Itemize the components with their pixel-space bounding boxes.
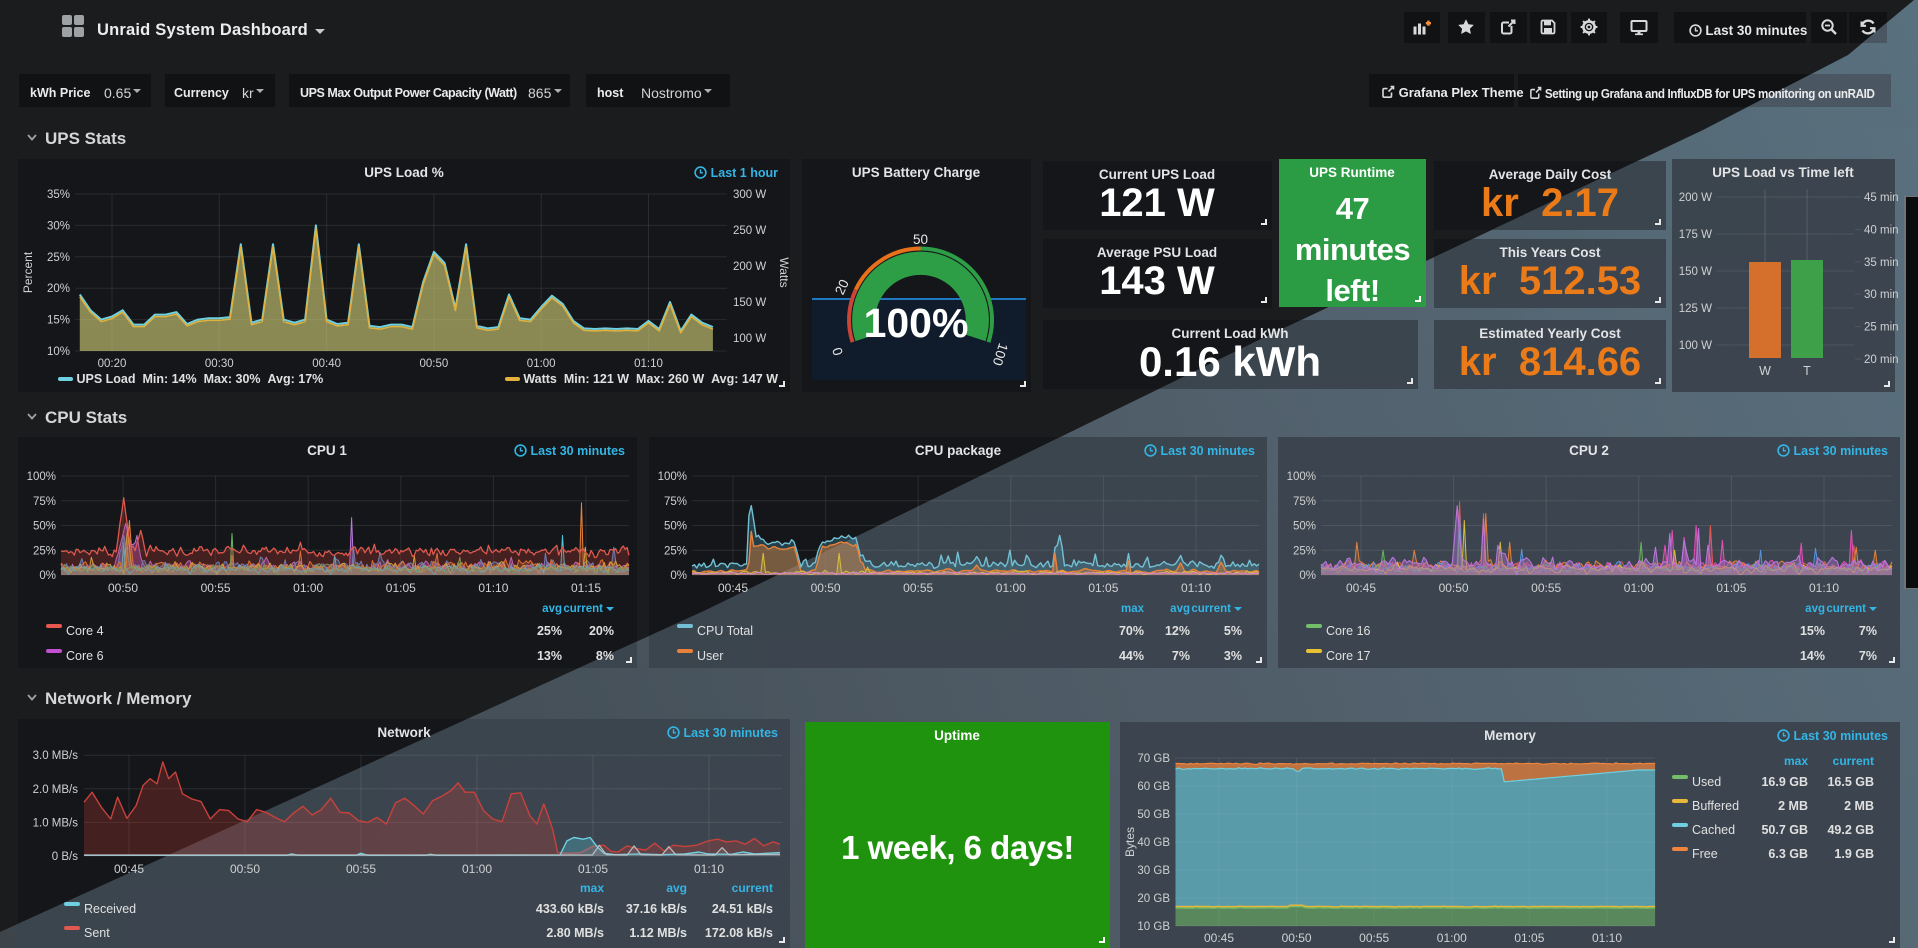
svg-text:100 W: 100 W: [733, 333, 766, 345]
svg-text:250 W: 250 W: [733, 225, 766, 237]
svg-text:50%: 50%: [33, 521, 56, 533]
svg-text:25%: 25%: [33, 545, 56, 557]
svg-text:50 GB: 50 GB: [1137, 809, 1170, 821]
svg-text:01:10: 01:10: [634, 358, 663, 370]
svg-text:25%: 25%: [1293, 545, 1316, 557]
svg-text:01:05: 01:05: [1514, 931, 1544, 945]
svg-text:00:50: 00:50: [1282, 931, 1312, 945]
svg-text:125 W: 125 W: [1679, 303, 1712, 315]
svg-text:100%: 100%: [658, 471, 687, 483]
svg-text:00:45: 00:45: [1204, 931, 1234, 945]
svg-text:00:50: 00:50: [108, 581, 138, 595]
svg-text:3.0 MB/s: 3.0 MB/s: [33, 750, 79, 762]
svg-text:0%: 0%: [39, 570, 56, 582]
svg-text:01:00: 01:00: [996, 581, 1026, 595]
svg-text:200 W: 200 W: [733, 261, 766, 273]
svg-text:00:50: 00:50: [1439, 581, 1469, 595]
svg-text:50%: 50%: [664, 521, 687, 533]
svg-text:00:55: 00:55: [903, 581, 933, 595]
svg-text:25%: 25%: [664, 545, 687, 557]
svg-text:00:50: 00:50: [420, 358, 449, 370]
svg-text:40 min: 40 min: [1864, 224, 1899, 236]
svg-text:00:45: 00:45: [718, 581, 748, 595]
svg-text:150 W: 150 W: [733, 297, 766, 309]
svg-text:01:10: 01:10: [478, 581, 508, 595]
svg-text:15%: 15%: [47, 315, 70, 327]
svg-text:01:10: 01:10: [1181, 581, 1211, 595]
svg-text:25 min: 25 min: [1864, 322, 1899, 334]
svg-text:40 GB: 40 GB: [1137, 837, 1170, 849]
svg-text:00:50: 00:50: [230, 862, 260, 876]
svg-text:01:10: 01:10: [1809, 581, 1839, 595]
svg-text:50: 50: [913, 232, 928, 247]
svg-text:01:00: 01:00: [293, 581, 323, 595]
svg-text:00:55: 00:55: [201, 581, 231, 595]
svg-text:00:55: 00:55: [1531, 581, 1561, 595]
svg-text:70 GB: 70 GB: [1137, 753, 1170, 765]
svg-text:0%: 0%: [1299, 570, 1316, 582]
svg-text:45 min: 45 min: [1864, 192, 1899, 204]
svg-text:0 B/s: 0 B/s: [52, 851, 78, 863]
svg-text:01:00: 01:00: [527, 358, 556, 370]
svg-text:Percent: Percent: [21, 251, 35, 293]
svg-text:01:05: 01:05: [1716, 581, 1746, 595]
svg-text:01:10: 01:10: [694, 862, 724, 876]
svg-text:100: 100: [990, 341, 1011, 367]
svg-text:100 W: 100 W: [1679, 340, 1712, 352]
svg-text:00:45: 00:45: [1346, 581, 1376, 595]
svg-text:01:10: 01:10: [1592, 931, 1622, 945]
svg-text:35 min: 35 min: [1864, 257, 1899, 269]
svg-text:100%: 100%: [27, 471, 56, 483]
svg-text:150 W: 150 W: [1679, 266, 1712, 278]
svg-text:25%: 25%: [47, 252, 70, 264]
svg-text:200 W: 200 W: [1679, 192, 1712, 204]
svg-text:100%: 100%: [1287, 471, 1316, 483]
svg-text:01:00: 01:00: [1437, 931, 1467, 945]
svg-text:01:00: 01:00: [462, 862, 492, 876]
svg-text:00:20: 00:20: [98, 358, 127, 370]
svg-text:75%: 75%: [33, 496, 56, 508]
svg-text:00:55: 00:55: [346, 862, 376, 876]
svg-text:1.0 MB/s: 1.0 MB/s: [33, 817, 79, 829]
svg-text:10 GB: 10 GB: [1137, 921, 1170, 933]
svg-text:75%: 75%: [664, 496, 687, 508]
svg-text:60 GB: 60 GB: [1137, 781, 1170, 793]
svg-text:30 GB: 30 GB: [1137, 865, 1170, 877]
svg-text:20%: 20%: [47, 283, 70, 295]
svg-text:00:30: 00:30: [205, 358, 234, 370]
svg-text:00:50: 00:50: [811, 581, 841, 595]
svg-text:Bytes: Bytes: [1123, 827, 1137, 857]
svg-text:0: 0: [829, 345, 846, 357]
svg-text:35%: 35%: [47, 189, 70, 201]
svg-text:50%: 50%: [1293, 521, 1316, 533]
svg-text:20 GB: 20 GB: [1137, 893, 1170, 905]
svg-text:00:55: 00:55: [1359, 931, 1389, 945]
svg-text:01:05: 01:05: [386, 581, 416, 595]
svg-text:300 W: 300 W: [733, 189, 766, 201]
svg-text:00:45: 00:45: [114, 862, 144, 876]
svg-text:75%: 75%: [1293, 496, 1316, 508]
svg-text:01:05: 01:05: [1088, 581, 1118, 595]
svg-text:20: 20: [832, 277, 852, 297]
svg-text:01:15: 01:15: [571, 581, 601, 595]
svg-text:20 min: 20 min: [1864, 354, 1899, 366]
svg-text:30%: 30%: [47, 220, 70, 232]
svg-text:T: T: [1803, 364, 1811, 378]
svg-text:2.0 MB/s: 2.0 MB/s: [33, 784, 79, 796]
svg-text:Watts: Watts: [777, 257, 790, 287]
svg-text:30 min: 30 min: [1864, 289, 1899, 301]
svg-text:W: W: [1759, 364, 1771, 378]
svg-text:175 W: 175 W: [1679, 229, 1712, 241]
svg-text:01:05: 01:05: [578, 862, 608, 876]
svg-text:01:00: 01:00: [1624, 581, 1654, 595]
svg-text:10%: 10%: [47, 346, 70, 358]
svg-text:0%: 0%: [670, 570, 687, 582]
svg-text:00:40: 00:40: [312, 358, 341, 370]
